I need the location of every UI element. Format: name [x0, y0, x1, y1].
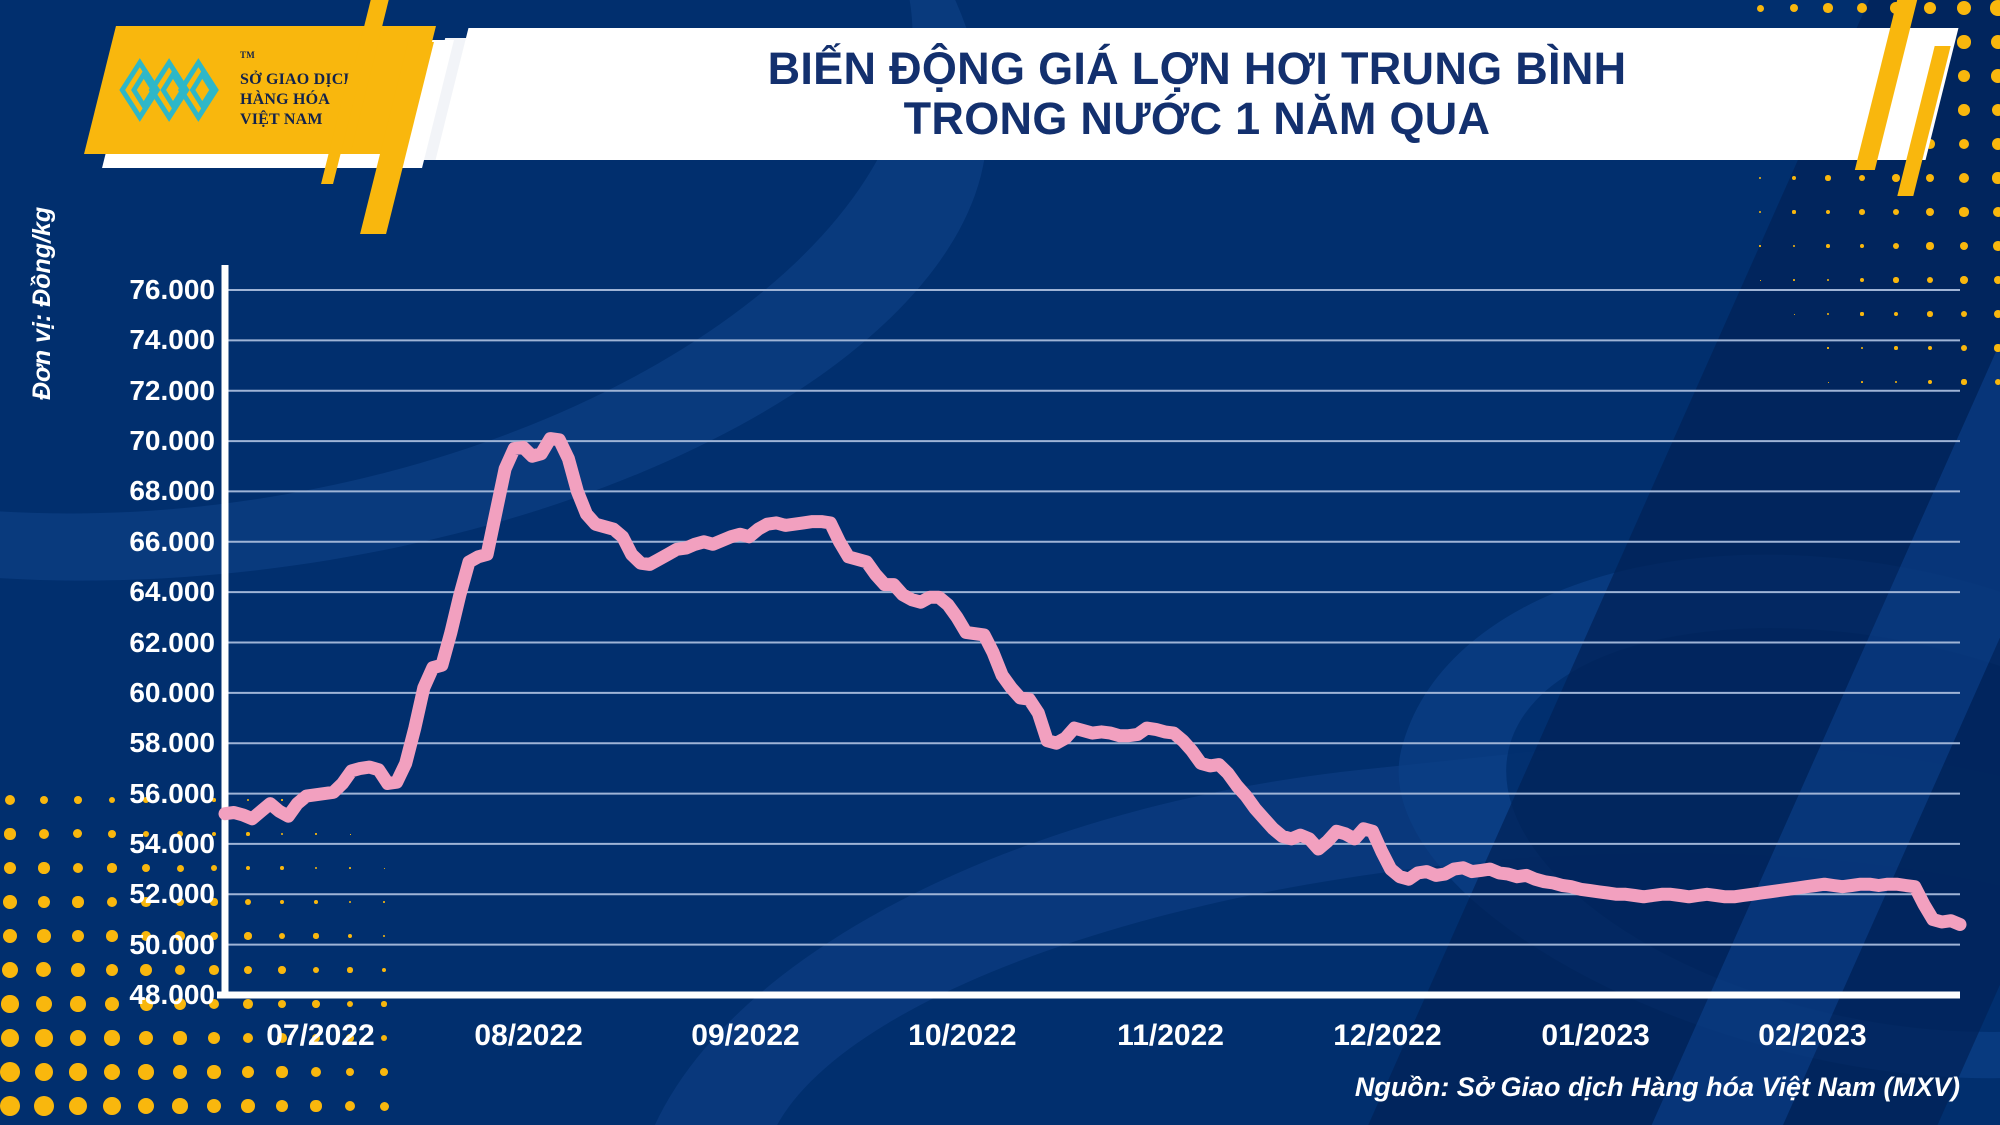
y-axis-title: Đơn vị: Đồng/kg: [28, 206, 56, 400]
y-axis-tick: 50.000: [129, 928, 215, 960]
chart-gridlines: [225, 289, 1960, 946]
page-title-line-2: TRONG NƯỚC 1 NĂM QUA: [903, 93, 1491, 144]
source-note: Nguồn: Sở Giao dịch Hàng hóa Việt Nam (M…: [1354, 1072, 1960, 1102]
x-axis-tick: 12/2022: [1333, 1019, 1442, 1052]
x-axis-tick: 07/2022: [266, 1019, 375, 1052]
x-axis-tick: 10/2022: [908, 1019, 1017, 1052]
chart-axes: [217, 265, 1960, 999]
title-banner-content: BIẾN ĐỘNG GIÁ LỢN HƠI TRUNG BÌNH TRONG N…: [452, 28, 1942, 160]
x-axis-tick: 08/2022: [474, 1019, 583, 1052]
logo-line-2: HÀNG HÓA: [240, 91, 331, 109]
x-axis-tick: 02/2023: [1758, 1019, 1867, 1052]
x-axis-tick: 09/2022: [691, 1019, 800, 1052]
y-axis-tick: 76.000: [129, 274, 215, 305]
y-axis-tick: 56.000: [129, 777, 215, 809]
price-line-series: [218, 432, 1967, 931]
x-axis-tick: 01/2023: [1541, 1019, 1650, 1052]
x-axis-tick: 11/2022: [1117, 1019, 1224, 1052]
logo-text: TM SỞ GIAO DỊCH HÀNG HÓA VIỆT NAM: [240, 50, 356, 130]
y-axis-tick: 58.000: [129, 727, 215, 759]
logo-line-1: SỞ GIAO DỊCH: [240, 71, 357, 89]
y-axis-tick: 62.000: [129, 626, 215, 658]
y-axis-tick: 54.000: [129, 827, 215, 859]
y-axis-tick: 52.000: [129, 878, 215, 910]
mxv-logo-icon: [119, 58, 219, 122]
page-title: BIẾN ĐỘNG GIÁ LỢN HƠI TRUNG BÌNH TRONG N…: [767, 42, 1627, 145]
page-title-line-1: BIẾN ĐỘNG GIÁ LỢN HƠI TRUNG BÌNH: [767, 42, 1627, 94]
y-axis-tick: 64.000: [129, 576, 215, 608]
logo-line-3: VIỆT NAM: [240, 111, 323, 129]
y-axis-tick: 48.000: [129, 979, 215, 1010]
y-axis-tick: 70.000: [129, 425, 215, 457]
brand-logo: TM SỞ GIAO DỊCH HÀNG HÓA VIỆT NAM: [100, 26, 420, 154]
y-axis-tick: 66.000: [129, 525, 215, 557]
y-axis-tick: 60.000: [129, 676, 215, 708]
y-axis-tick: 74.000: [129, 324, 215, 356]
y-axis-tick: 72.000: [129, 374, 215, 406]
logo-trademark: TM: [240, 49, 255, 60]
y-axis-tick-labels: 76.000 74.000 72.000 70.000 68.000 66.000 64.0…: [60, 0, 215, 1125]
y-axis-tick: 68.000: [129, 475, 215, 507]
